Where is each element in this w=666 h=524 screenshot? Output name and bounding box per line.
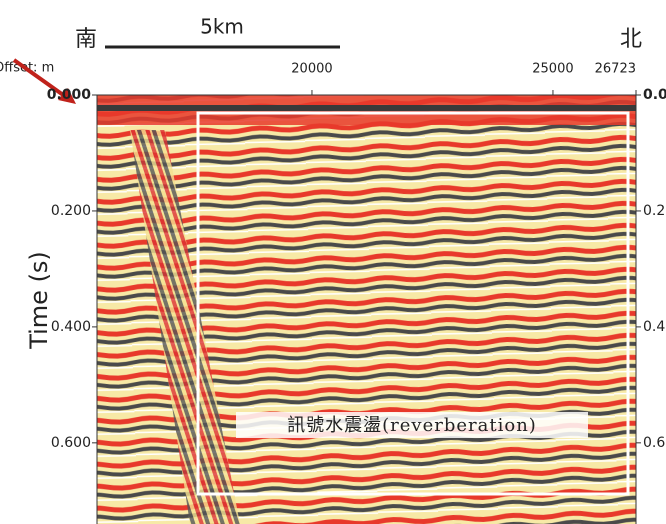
y-tick-label: 0.200 — [51, 203, 91, 219]
north-label: 北 — [620, 27, 642, 52]
y2-tick-label: 0.400 — [643, 319, 666, 335]
scale-bar-label: 5km — [200, 15, 244, 39]
y-tick-label: 0.000 — [47, 87, 92, 103]
y-tick-label: 0.400 — [51, 319, 91, 335]
y2-tick-label: 0.600 — [643, 435, 666, 451]
y-axis-label: Time (s) — [25, 251, 53, 350]
y2-tick-label: 0.200 — [643, 203, 666, 219]
x-tick-label: 25000 — [532, 62, 573, 77]
chart: 訊號水震盪(reverberation) Offset: m Time (s) … — [0, 0, 666, 524]
seafloor-reflector — [97, 105, 636, 111]
x-tick-label: 26723 — [595, 62, 636, 77]
y2-tick-label: 0.000 — [643, 87, 666, 103]
south-label: 南 — [75, 27, 97, 52]
annotation: 訊號水震盪(reverberation) — [287, 415, 537, 436]
x-tick-label: 20000 — [291, 62, 332, 77]
y-tick-label: 0.600 — [51, 435, 91, 451]
